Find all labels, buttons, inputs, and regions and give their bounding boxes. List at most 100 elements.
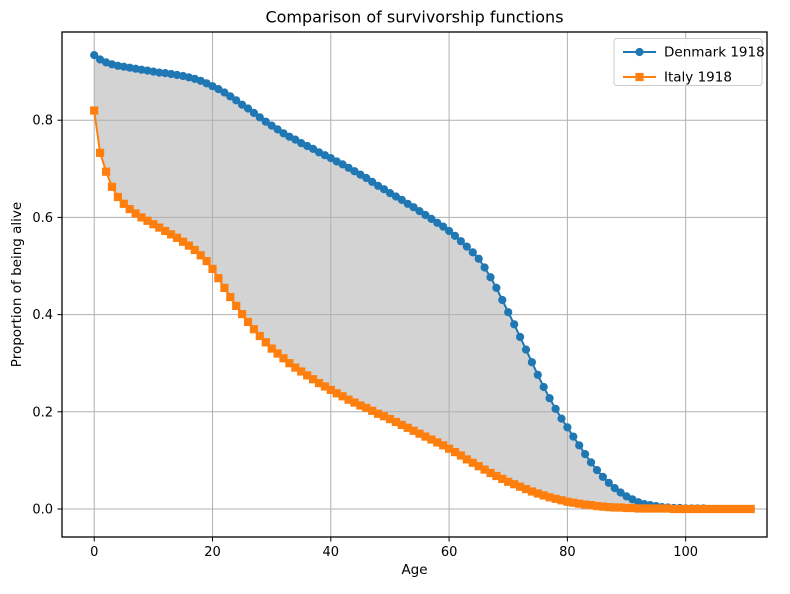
x-tick-label: 60 (441, 545, 458, 560)
square-marker (711, 504, 720, 514)
square-marker (202, 257, 211, 266)
y-tick-label: 0.4 (32, 308, 53, 323)
square-marker (693, 504, 702, 514)
square-marker (652, 504, 661, 513)
square-marker (102, 167, 111, 176)
square-marker (516, 482, 525, 491)
circle-marker (557, 414, 566, 423)
square-marker (581, 500, 590, 509)
legend-square-marker-icon (635, 72, 644, 82)
circle-marker (604, 478, 613, 487)
square-marker (172, 233, 182, 242)
x-tick-label: 100 (673, 545, 698, 560)
circle-marker (445, 226, 454, 236)
square-marker (350, 398, 359, 407)
circle-marker (255, 113, 264, 122)
circle-marker (545, 394, 554, 403)
square-marker (155, 223, 164, 232)
circle-marker (433, 218, 442, 227)
square-marker (391, 417, 400, 427)
square-marker (161, 226, 170, 236)
square-marker (184, 241, 193, 250)
chart-title: Comparison of survivorship functions (265, 8, 563, 27)
square-marker (646, 504, 655, 513)
circle-marker (563, 423, 572, 432)
square-marker (586, 501, 596, 510)
square-marker (657, 504, 667, 513)
circle-marker (155, 68, 164, 77)
square-marker (474, 462, 483, 471)
circle-marker (533, 370, 542, 379)
circle-marker (267, 121, 276, 130)
circle-marker (581, 450, 590, 459)
square-marker (628, 503, 637, 513)
x-tick-label: 20 (204, 545, 221, 560)
legend: Denmark 1918 Italy 1918 (613, 38, 765, 86)
circle-marker (592, 466, 602, 475)
square-marker (368, 406, 377, 415)
circle-marker (468, 248, 477, 257)
square-marker (415, 429, 424, 438)
square-marker (238, 310, 247, 319)
y-tick-label: 0.2 (32, 405, 53, 420)
square-marker (616, 503, 625, 512)
square-marker (178, 237, 188, 246)
circle-marker (273, 125, 282, 134)
square-marker (137, 213, 146, 222)
square-marker (634, 504, 643, 513)
ticks: 0 20 40 60 80 100 0.0 0.2 0.4 0.6 0.8 (32, 114, 698, 560)
circle-marker (249, 108, 258, 117)
square-marker (563, 497, 572, 506)
square-marker (669, 504, 678, 514)
circle-marker (551, 404, 560, 413)
square-marker (705, 504, 714, 514)
square-marker (320, 382, 329, 391)
circle-marker (504, 308, 513, 317)
plot-border (61, 31, 768, 538)
square-marker (273, 349, 282, 358)
square-marker (545, 493, 554, 502)
series-italy-1918 (90, 106, 755, 514)
square-marker (575, 499, 584, 508)
circle-marker (421, 210, 430, 220)
square-marker (723, 504, 732, 514)
square-marker (521, 485, 531, 494)
circle-marker (610, 484, 619, 493)
square-marker (385, 415, 395, 424)
square-marker (326, 385, 335, 394)
square-marker (267, 344, 276, 353)
x-tick-label: 0 (90, 545, 98, 560)
square-marker (675, 504, 684, 514)
square-marker (190, 245, 199, 255)
circle-marker (586, 458, 596, 467)
circle-marker (226, 92, 235, 101)
square-marker (90, 106, 99, 115)
x-axis-label: Age (401, 562, 427, 578)
circle-marker (616, 488, 625, 497)
circle-marker (238, 100, 247, 109)
circle-marker (492, 283, 501, 292)
circle-marker (474, 254, 483, 263)
legend-label: Italy 1918 (664, 70, 732, 86)
circle-marker (368, 177, 377, 186)
square-marker (243, 317, 253, 326)
square-marker (309, 375, 318, 384)
square-marker (640, 504, 649, 513)
circle-marker (527, 358, 537, 367)
legend-item-denmark-1918: Denmark 1918 (623, 45, 765, 61)
square-marker (303, 371, 312, 380)
square-marker (450, 448, 460, 457)
square-marker (486, 468, 495, 478)
square-marker (279, 354, 288, 363)
square-marker (468, 458, 477, 467)
square-marker (356, 401, 365, 410)
square-marker (717, 504, 726, 514)
square-marker (510, 480, 519, 489)
circle-marker (291, 135, 300, 144)
circle-marker (261, 117, 270, 126)
square-marker (285, 359, 294, 368)
square-marker (527, 487, 536, 496)
circle-marker (415, 207, 424, 216)
